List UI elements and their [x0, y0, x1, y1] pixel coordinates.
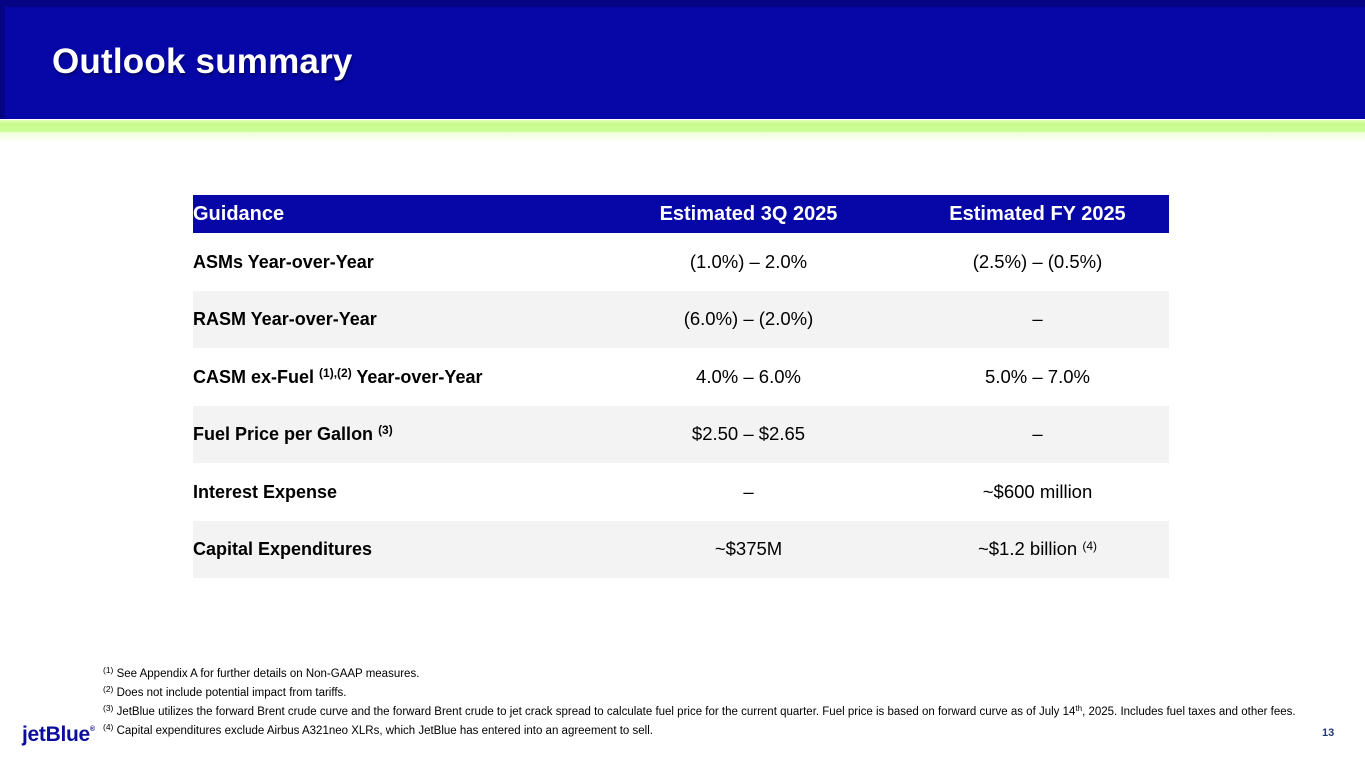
table-row-fuel-price: Fuel Price per Gallon (3) $2.50 – $2.65 … [193, 405, 1169, 463]
cell-3q-text: (1.0%) – 2.0% [689, 250, 808, 272]
cell-fy-text: 5.0% – 7.0% [985, 365, 1090, 387]
cell-fy-text: – [1032, 308, 1043, 330]
row-label-text: RASM Year-over-Year [193, 309, 377, 330]
registered-mark: ® [89, 726, 95, 733]
row-label-text: CASM ex-Fuel [193, 366, 320, 387]
cell-fy-text: ~$1.2 billion [977, 538, 1083, 560]
header-estimated-fy-2025: Estimated FY 2025 [906, 195, 1169, 233]
row-label: Capital Expenditures [193, 520, 591, 578]
cell-3q-text: ~$375M [714, 538, 783, 560]
footnote-text-end: , 2025. Includes fuel taxes and other fe… [1082, 706, 1296, 718]
cell-fy-text: – [1032, 423, 1043, 445]
slide-title: Outlook summary [52, 42, 353, 81]
table-row-interest-expense: Interest Expense – ~$600 million [193, 463, 1169, 521]
cell-fy-value: (2.5%) – (0.5%) [906, 233, 1169, 291]
cell-fy-text: (2.5%) – (0.5%) [972, 250, 1103, 272]
footnote-1: (1) See Appendix A for further details o… [103, 663, 1315, 682]
table-header-row: Guidance Estimated 3Q 2025 Estimated FY … [193, 195, 1169, 233]
cell-3q-text: $2.50 – $2.65 [691, 423, 806, 445]
cell-fy-value: – [906, 405, 1169, 463]
cell-fy-footnote-ref: (4) [1082, 539, 1098, 554]
cell-3q-text: (6.0%) – (2.0%) [683, 308, 814, 330]
cell-3q-value: 4.0% – 6.0% [591, 348, 906, 406]
title-banner: Outlook summary [0, 0, 1365, 119]
guidance-table: Guidance Estimated 3Q 2025 Estimated FY … [193, 195, 1169, 578]
jetblue-logo-text: jetBlue [22, 723, 90, 746]
accent-bar-fade [0, 132, 1365, 142]
jetblue-logo: jetBlue® [22, 723, 95, 747]
table-row-casm-ex-fuel: CASM ex-Fuel (1),(2) Year-over-Year 4.0%… [193, 348, 1169, 406]
footnote-2: (2) Does not include potential impact fr… [103, 682, 1315, 701]
cell-fy-value: ~$600 million [906, 463, 1169, 521]
row-label-footnote-ref: (1),(2) [319, 365, 352, 380]
footnote-text: JetBlue utilizes the forward Brent crude… [116, 706, 1076, 718]
footnote-4: (4) Capital expenditures exclude Airbus … [103, 720, 1315, 739]
footnotes: (1) See Appendix A for further details o… [103, 663, 1315, 739]
footnote-text: See Appendix A for further details on No… [116, 668, 420, 680]
row-label: Fuel Price per Gallon (3) [193, 405, 591, 463]
row-label: CASM ex-Fuel (1),(2) Year-over-Year [193, 348, 591, 406]
row-label: Interest Expense [193, 463, 591, 521]
accent-bar [0, 120, 1365, 132]
footnote-marker: (4) [103, 722, 114, 732]
table-row-rasm: RASM Year-over-Year (6.0%) – (2.0%) – [193, 290, 1169, 348]
row-label-text: Capital Expenditures [193, 539, 373, 560]
row-label: RASM Year-over-Year [193, 290, 591, 348]
row-label-text: ASMs Year-over-Year [193, 251, 374, 272]
footnote-marker: (2) [103, 684, 114, 694]
table-row-asms: ASMs Year-over-Year (1.0%) – 2.0% (2.5%)… [193, 233, 1169, 291]
cell-fy-value: ~$1.2 billion (4) [906, 520, 1169, 578]
row-label-text-end: Year-over-Year [351, 366, 483, 387]
cell-3q-value: (6.0%) – (2.0%) [591, 290, 906, 348]
row-label: ASMs Year-over-Year [193, 233, 591, 291]
cell-3q-text: – [743, 480, 754, 502]
cell-3q-value: – [591, 463, 906, 521]
cell-fy-text: ~$600 million [982, 480, 1093, 502]
header-estimated-3q-2025: Estimated 3Q 2025 [591, 195, 906, 233]
row-label-text: Fuel Price per Gallon [193, 424, 379, 445]
table-row-capital-expenditures: Capital Expenditures ~$375M ~$1.2 billio… [193, 520, 1169, 578]
row-label-footnote-ref: (3) [378, 423, 393, 438]
page-number: 13 [1322, 727, 1335, 739]
footnote-marker: (3) [103, 703, 114, 713]
cell-3q-value: (1.0%) – 2.0% [591, 233, 906, 291]
cell-3q-text: 4.0% – 6.0% [696, 365, 801, 387]
cell-fy-value: – [906, 290, 1169, 348]
cell-3q-value: ~$375M [591, 520, 906, 578]
footnote-superscript-th: th [1075, 704, 1083, 713]
header-guidance: Guidance [193, 195, 591, 233]
cell-fy-value: 5.0% – 7.0% [906, 348, 1169, 406]
row-label-text: Interest Expense [193, 481, 338, 502]
cell-3q-value: $2.50 – $2.65 [591, 405, 906, 463]
footnote-text: Capital expenditures exclude Airbus A321… [116, 725, 653, 737]
footnote-3: (3) JetBlue utilizes the forward Brent c… [103, 701, 1315, 720]
footnote-text: Does not include potential impact from t… [116, 687, 347, 699]
footnote-marker: (1) [103, 665, 114, 675]
